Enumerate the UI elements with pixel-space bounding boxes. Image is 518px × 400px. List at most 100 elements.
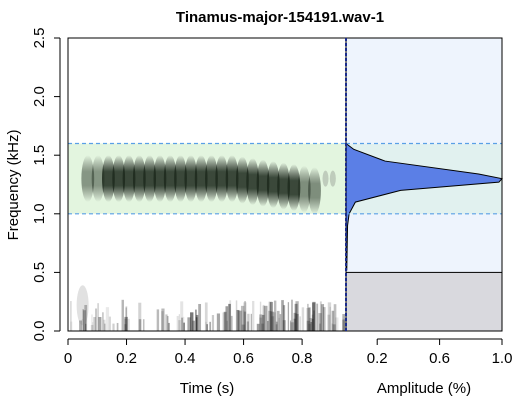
- noise-streak: [116, 322, 119, 331]
- noise-streak: [236, 309, 240, 331]
- noise-streak: [256, 323, 260, 331]
- call-pulse: [153, 155, 167, 203]
- noise-streak: [225, 306, 229, 331]
- noise-streak: [275, 324, 278, 331]
- amplitude-panel: [345, 37, 503, 332]
- noise-streak: [293, 312, 297, 331]
- noise-streak: [278, 317, 280, 331]
- noise-streak: [142, 319, 145, 331]
- call-pulse: [184, 155, 198, 203]
- noise-streak: [180, 301, 184, 331]
- noise-streak: [124, 316, 128, 331]
- noise-streak: [102, 312, 104, 331]
- x-axis-label: Time (s): [180, 380, 234, 397]
- noise-streak: [165, 314, 168, 331]
- x-tick-label: 0.8: [292, 350, 313, 367]
- noise-streak: [222, 312, 226, 331]
- noise-streak: [292, 318, 296, 331]
- noise-streak: [156, 309, 160, 331]
- noise-streak: [82, 309, 84, 331]
- noise-streak: [121, 299, 124, 331]
- call-pulse: [246, 158, 260, 206]
- noise-streak: [311, 318, 314, 331]
- noise-streak: [273, 300, 277, 331]
- amplitude-profile: [345, 142, 503, 271]
- noise-streak: [327, 314, 331, 331]
- noise-streak: [283, 305, 286, 331]
- noise-streak: [331, 323, 333, 331]
- noise-smudge: [76, 285, 89, 326]
- noise-streak: [84, 304, 88, 331]
- noise-streak: [269, 301, 273, 331]
- noise-streak: [295, 313, 299, 331]
- noise-streak: [299, 316, 301, 331]
- noise-streak: [205, 321, 207, 331]
- noise-streak: [312, 301, 316, 331]
- noise-streak: [269, 311, 272, 331]
- call-pulse: [225, 155, 239, 203]
- noise-streak: [267, 320, 269, 331]
- noise-streak: [311, 314, 314, 331]
- noise-streak: [242, 310, 245, 331]
- call-pulse: [174, 155, 187, 203]
- y-tick-label: 0.0: [31, 321, 48, 342]
- noise-streak: [319, 301, 322, 331]
- call-pulse: [297, 165, 311, 213]
- noise-floor: [70, 285, 346, 331]
- noise-streak: [269, 302, 273, 331]
- y-axis: 0.0 0.5 1.0 1.5 2.0 2.5: [31, 28, 61, 342]
- call-pulse: [112, 155, 126, 203]
- noise-streak: [262, 304, 265, 331]
- noise-streak: [310, 321, 313, 331]
- noise-streak: [204, 302, 208, 331]
- noise-streak: [223, 311, 227, 331]
- noise-streak: [230, 315, 233, 331]
- noise-streak: [90, 324, 94, 331]
- noise-streak: [97, 303, 99, 331]
- amp-tick-label: 0.6: [429, 350, 450, 367]
- noise-streak: [290, 322, 294, 331]
- noise-streak: [243, 302, 247, 331]
- noise-streak: [342, 314, 346, 331]
- noise-streak: [342, 319, 346, 331]
- noise-streak: [85, 323, 87, 331]
- noise-streak: [124, 324, 127, 331]
- noise-streak: [264, 305, 268, 331]
- noise-streak: [322, 307, 326, 331]
- noise-streak: [329, 306, 332, 331]
- noise-streak: [271, 316, 275, 331]
- noise-streak: [93, 317, 96, 331]
- noise-streak: [332, 324, 336, 331]
- noise-streak: [104, 323, 106, 331]
- spectrogram-panel: [67, 37, 347, 332]
- amplitude-axis: 0.2 0.6 1.0: [367, 338, 512, 367]
- noise-streak: [112, 323, 115, 331]
- noise-streak: [295, 301, 299, 331]
- noise-streak: [306, 308, 310, 331]
- call-pulse: [194, 155, 208, 203]
- noise-streak: [331, 310, 335, 331]
- noise-streak: [161, 308, 165, 331]
- noise-streak: [125, 306, 128, 331]
- x-tick-label: 0.4: [175, 350, 196, 367]
- noise-streak: [238, 310, 242, 331]
- noise-streak: [259, 314, 263, 331]
- noise-streak: [247, 313, 250, 331]
- noise-streak: [259, 317, 263, 331]
- call-pulse: [143, 155, 157, 203]
- noise-streak: [306, 320, 310, 331]
- noise-streak: [108, 316, 111, 331]
- chart-title: Tinamus-major-154191.wav-1: [176, 9, 384, 26]
- noise-streak: [327, 302, 332, 331]
- noise-streak: [271, 311, 274, 331]
- call-pulse: [205, 155, 218, 203]
- noise-streak: [250, 313, 252, 331]
- call-pulse: [91, 155, 105, 203]
- noise-floor-region: [345, 271, 503, 332]
- call-pulse: [256, 159, 270, 207]
- noise-streak: [244, 301, 246, 331]
- noise-streak: [167, 316, 169, 331]
- call-pulse: [101, 155, 115, 203]
- noise-streak: [241, 324, 245, 331]
